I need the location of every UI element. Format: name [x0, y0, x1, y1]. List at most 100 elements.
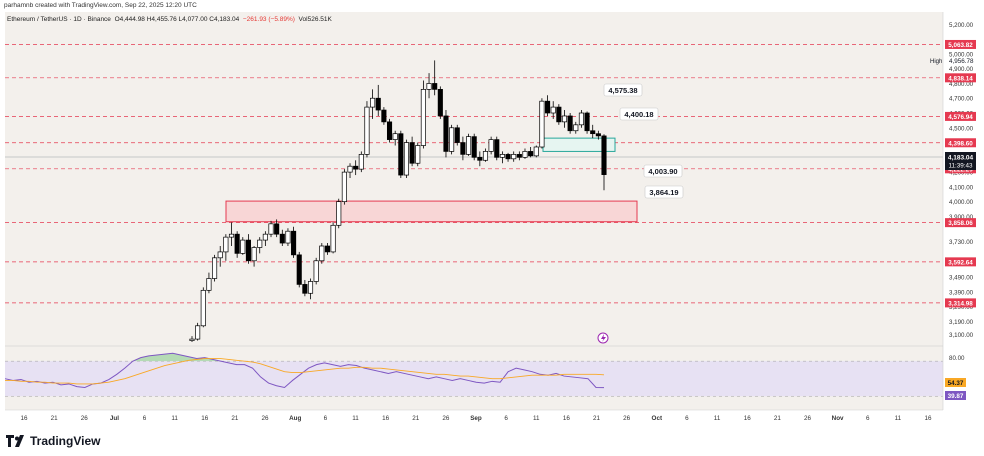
time-tick: 6 [866, 415, 870, 422]
time-tick: 16 [924, 415, 932, 422]
candle-body [578, 112, 584, 126]
candle-body [449, 127, 455, 152]
price-tick: 4,800.00 [949, 81, 974, 88]
candle-body [488, 139, 494, 152]
price-level-label: 3,592.64 [948, 259, 973, 266]
tradingview-brand[interactable]: TradingView [6, 434, 100, 448]
rsi-ma-line [5, 358, 605, 385]
price-tick: 3,100.00 [949, 332, 974, 339]
candle-body [460, 142, 466, 155]
candle-body [426, 83, 432, 90]
high-tag: High [930, 59, 942, 65]
candle-body [189, 338, 195, 341]
candle-body [279, 233, 285, 244]
candle-body [234, 233, 240, 254]
candles [189, 60, 607, 343]
candle-body [381, 109, 387, 123]
candle-body [432, 83, 438, 90]
time-tick: 26 [81, 415, 89, 422]
price-tick: 4,000.00 [949, 199, 974, 206]
candle-body [595, 133, 601, 137]
candle-body [494, 139, 500, 158]
time-tick: 11 [352, 415, 359, 422]
price-axis: 5,200.00 5,000.00 4,900.00 4,800.00 4,700.00… [930, 12, 984, 410]
candle-body [516, 154, 522, 158]
candle-body [386, 121, 393, 140]
candle-body [420, 89, 426, 146]
high-value: 4,956.78 [949, 58, 974, 65]
ohlc-values: O4,444.98 H4,455.76 L4,077.00 C4,183.04 [114, 16, 240, 23]
time-tick: 16 [201, 415, 209, 422]
candle-body [353, 165, 359, 170]
symbol-name[interactable]: Ethereum / TetherUS · 1D · Binance [7, 16, 111, 23]
candle-body [550, 106, 556, 114]
time-tick: 26 [804, 415, 812, 422]
candle-body [245, 239, 251, 262]
time-tick: 21 [51, 415, 59, 422]
time-tick: Nov [832, 415, 844, 422]
time-axis: 16 21 26 Jul 6 11 16 21 26 Aug 6 11 16 21 26 Sep 6 11 16 21… [5, 409, 943, 422]
candle-body [319, 245, 325, 262]
annotation-label: 3,864.19 [649, 188, 678, 197]
candle-body [409, 142, 415, 164]
price-level-badge [945, 257, 976, 267]
time-tick: 11 [714, 415, 721, 422]
rsi-ma-value: 54.37 [948, 380, 964, 387]
time-tick: 21 [774, 415, 782, 422]
candle-body [392, 133, 398, 140]
price-tick: 5,200.00 [949, 22, 974, 29]
price-level-label: 5,063.82 [948, 42, 973, 49]
price-tick: 3,190.00 [949, 319, 974, 326]
lightning-bolt-icon [601, 334, 606, 342]
candle-body [437, 89, 443, 117]
volume-value: Vol526.51K [298, 16, 332, 23]
annotation-box [643, 164, 683, 178]
price-tick: 4,500.00 [949, 125, 974, 132]
price-tick: 3,900.00 [949, 214, 974, 221]
candle-body [584, 112, 590, 132]
annotation-label: 4,575.38 [608, 86, 637, 95]
annotation-label: 4,400.18 [624, 110, 653, 119]
price-tick: 4,700.00 [949, 96, 974, 103]
time-tick: 26 [442, 415, 450, 422]
zones [225, 137, 638, 223]
candle-body [217, 251, 223, 259]
last-price-value: 4,183.04 [948, 155, 974, 162]
time-tick: 16 [382, 415, 390, 422]
candle-body [296, 254, 302, 285]
candle-body [556, 106, 562, 123]
price-tick: 4,100.00 [949, 184, 974, 191]
time-tick: 6 [685, 415, 689, 422]
candle-body [364, 106, 370, 155]
time-tick: 11 [533, 415, 540, 422]
time-tick: 26 [623, 415, 631, 422]
demand-zone [225, 200, 638, 223]
annotation-label: 4,003.90 [648, 167, 677, 176]
price-change: −261.93 (−5.89%) [242, 16, 295, 23]
candle-body [415, 145, 421, 164]
rsi-value-badge [945, 391, 966, 400]
price-level-badge [945, 218, 976, 228]
time-tick: 16 [744, 415, 752, 422]
candle-body [567, 115, 573, 132]
candle-body [347, 165, 353, 173]
annotations: 4,575.38 4,400.18 4,003.90 3,864.19 [597, 83, 684, 344]
candle-body [307, 281, 314, 294]
candle-body [561, 115, 568, 123]
candle-body [262, 233, 268, 241]
price-level-label: 4,838.14 [948, 75, 973, 82]
time-tick: 6 [143, 415, 147, 422]
candle-body [403, 142, 410, 176]
annotation-box [619, 107, 659, 121]
candle-body [545, 100, 551, 114]
candle-body [590, 130, 596, 135]
price-tick: 3,490.00 [949, 275, 974, 282]
candle-body [251, 247, 257, 262]
candle-body [206, 278, 212, 291]
candle-body [291, 230, 297, 256]
time-tick: Aug [289, 415, 301, 422]
candle-body [499, 154, 505, 158]
rsi-ma-badge [945, 378, 966, 387]
